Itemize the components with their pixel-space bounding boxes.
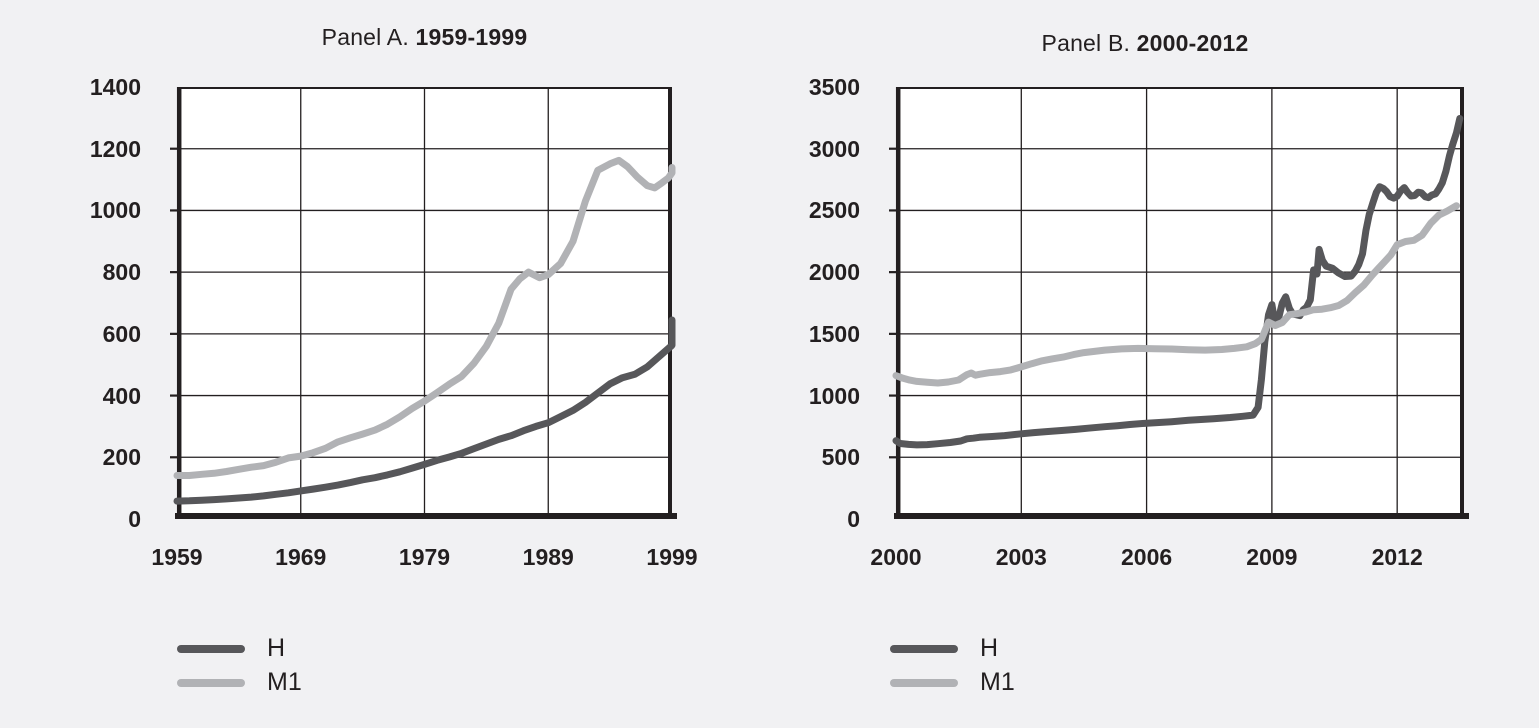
panel-a-y-tick-label-1000: 1000 <box>89 197 141 224</box>
panel-b-legend-item-m1: M1 <box>890 670 1015 695</box>
panel-b-plot-area <box>889 87 1469 519</box>
panel-a-series-m1-line <box>173 156 676 479</box>
panel-a-legend-label-h: H <box>267 634 286 662</box>
panel-a-title-prefix: Panel A. <box>321 24 416 50</box>
panel-a-legend: H M1 <box>177 636 302 704</box>
panel-a-x-tick-label-1989: 1989 <box>522 544 574 570</box>
panel-a-y-tick-label-0: 0 <box>128 506 141 532</box>
panel-b-y-tick-label-0: 0 <box>847 506 860 532</box>
panel-a-legend-swatch-h <box>177 644 245 653</box>
panel-a-legend-item-m1: M1 <box>177 670 302 695</box>
panel-b-legend-item-h: H <box>890 636 1015 661</box>
panel-a-title-range: 1959-1999 <box>415 24 528 50</box>
panel-a-legend-swatch-m1 <box>177 678 245 687</box>
panel-b-y-tick-label-1000: 1000 <box>808 382 860 409</box>
panel-b-legend: H M1 <box>890 636 1015 704</box>
panel-a-y-tick-label-1200: 1200 <box>89 135 141 162</box>
panel-b-chart-svg <box>889 87 1469 519</box>
panel-b-legend-label-m1: M1 <box>980 668 1015 696</box>
panel-b-title-range: 2000-2012 <box>1136 30 1249 56</box>
panel-b-legend-label-h: H <box>980 634 999 662</box>
panel-a-plot-area <box>170 87 677 519</box>
panel-a-title: Panel A. 1959-1999 <box>177 24 672 51</box>
panel-a-y-tick-label-1400: 1400 <box>89 74 141 100</box>
panel-a-x-tick-label-1959: 1959 <box>151 544 203 570</box>
panel-b-series-m1-line <box>892 202 1460 387</box>
panel-b-x-tick-label-2003: 2003 <box>995 544 1047 570</box>
panel-b-y-tick-label-3000: 3000 <box>808 135 860 162</box>
panel-a-y-tick-label-800: 800 <box>102 259 141 286</box>
panel-b-title: Panel B. 2000-2012 <box>872 30 1418 57</box>
panel-a-x-tick-label-1969: 1969 <box>275 544 327 570</box>
panel-b-y-tick-label-2000: 2000 <box>808 259 860 286</box>
panel-a-y-tick-label-200: 200 <box>102 444 141 471</box>
panel-b-x-tick-label-2012: 2012 <box>1371 544 1423 570</box>
panel-b-y-tick-label-3500: 3500 <box>808 74 860 100</box>
panel-a-chart-svg <box>170 87 677 519</box>
panel-b-x-tick-label-2009: 2009 <box>1246 544 1298 570</box>
panel-b-title-prefix: Panel B. <box>1041 30 1137 56</box>
panel-a-y-tick-label-600: 600 <box>102 320 141 347</box>
panel-a-y-tick-label-400: 400 <box>102 382 141 409</box>
panel-b-x-tick-label-2006: 2006 <box>1120 544 1173 570</box>
panel-b-x-tick-label-2000: 2000 <box>870 544 922 570</box>
panel-b-y-tick-label-1500: 1500 <box>808 320 860 347</box>
panel-b-y-tick-label-2500: 2500 <box>808 197 860 224</box>
panel-b-y-tick-label-500: 500 <box>821 444 860 471</box>
panel-b-legend-swatch-h <box>890 644 958 653</box>
panel-a-legend-item-h: H <box>177 636 302 661</box>
panel-a-series-h-line <box>173 316 676 505</box>
panel-b-legend-swatch-m1 <box>890 678 958 687</box>
panel-a-legend-label-m1: M1 <box>267 668 302 696</box>
panel-a-x-tick-label-1999: 1999 <box>646 544 698 570</box>
panel-a-x-tick-label-1979: 1979 <box>398 544 451 570</box>
